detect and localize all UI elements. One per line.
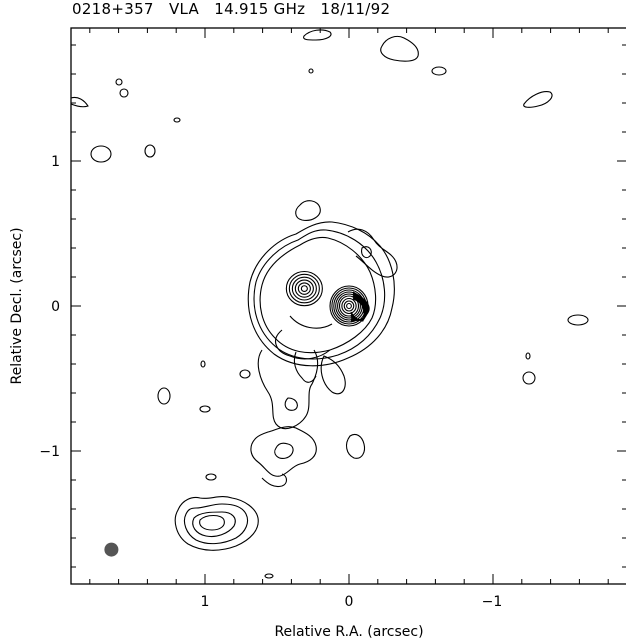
- contour-noise-blob: [115, 78, 123, 86]
- contour-component-b-ring: [337, 293, 361, 319]
- contour-noise-blob: [239, 369, 251, 379]
- contour-sw-lobe: [192, 511, 236, 538]
- contour-component-b-ring: [331, 287, 367, 325]
- beam-ellipse: [104, 542, 119, 557]
- contour-envelope: [253, 229, 386, 360]
- contour-component-a-ring: [294, 279, 314, 298]
- contour-ne-extension: [347, 228, 398, 278]
- y-tick-label-0: 0: [51, 299, 60, 315]
- contour-noise-blob: [157, 387, 171, 405]
- contour-ne-blob: [361, 246, 372, 259]
- plot-frame: [70, 27, 626, 585]
- x-tick-label-1: 1: [201, 594, 210, 610]
- y-tick-label-1: 1: [51, 154, 60, 170]
- contour-noise-blob: [205, 473, 217, 481]
- x-tick-label-minus1: −1: [482, 594, 503, 610]
- contour-component-a-ring: [288, 273, 320, 304]
- contour-noise-blob: [173, 117, 181, 123]
- contour-ne-noise: [523, 91, 553, 108]
- contour-north-blob: [295, 200, 321, 221]
- contour-noise-blob: [431, 66, 447, 76]
- contour-component-a-ring: [291, 276, 317, 301]
- contour-component-b-tail: [350, 298, 365, 323]
- contour-noise-blob: [567, 314, 589, 326]
- contour-south-arc: [261, 473, 288, 488]
- contour-noise-blob: [308, 68, 314, 74]
- contour-sw-lobe: [183, 503, 249, 545]
- contour-top-noise: [303, 29, 332, 41]
- contour-component-b-ring: [341, 297, 357, 315]
- contour-noise-blob: [264, 573, 274, 579]
- contour-south-blob: [345, 433, 366, 459]
- axis-ticks: [71, 28, 626, 584]
- plot-title: 0218+357 VLA 14.915 GHz 18/11/92: [72, 0, 391, 18]
- contour-component-b-ring: [333, 289, 365, 323]
- contour-map: [70, 29, 589, 579]
- x-tick-label-0: 0: [345, 594, 354, 610]
- contour-noise-blob: [522, 371, 536, 385]
- contour-inner-arc: [289, 315, 333, 329]
- contour-component-b-ring: [338, 295, 360, 317]
- contour-jet: [257, 349, 319, 430]
- contour-jet-blob: [284, 397, 298, 411]
- contour-component-b-ring: [346, 302, 352, 310]
- contour-noise-blob: [119, 88, 129, 98]
- contour-north-noise: [380, 35, 419, 62]
- x-axis-title: Relative R.A. (arcsec): [274, 624, 423, 640]
- contour-edge-noise: [70, 96, 89, 108]
- contour-sw-lobe: [174, 496, 259, 551]
- contour-noise-blob: [200, 360, 206, 368]
- contour-sw-lobe: [199, 514, 225, 531]
- contour-noise-blob: [90, 145, 112, 163]
- contour-south-lobe: [250, 426, 317, 477]
- contour-component-a-ring: [285, 270, 323, 307]
- contour-noise-blob: [144, 144, 156, 158]
- y-tick-label-minus1: −1: [39, 444, 60, 460]
- contour-noise-blob: [199, 405, 211, 413]
- contour-envelope: [247, 221, 395, 367]
- contour-component-a-ring: [300, 285, 308, 292]
- contour-envelope: [259, 236, 377, 354]
- contour-inner-arc: [275, 329, 331, 360]
- contour-component-a-ring: [297, 282, 311, 295]
- contour-jet-inner: [293, 351, 317, 383]
- y-axis-title: Relative Decl. (arcsec): [9, 227, 25, 384]
- contour-noise-blob: [525, 352, 531, 360]
- contour-south-lobe-inner: [274, 442, 294, 459]
- contour-component-b-ring: [343, 300, 355, 312]
- contour-jet-blob: [320, 355, 346, 395]
